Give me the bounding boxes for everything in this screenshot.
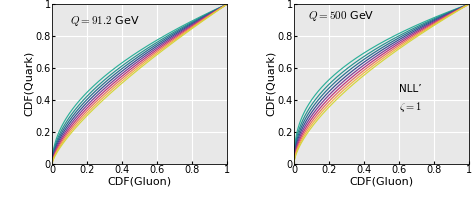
Y-axis label: CDF(Quark): CDF(Quark) — [266, 51, 276, 116]
Text: $Q = 500$ GeV: $Q = 500$ GeV — [308, 9, 374, 23]
Text: $\zeta = 1$: $\zeta = 1$ — [399, 100, 422, 114]
Y-axis label: CDF(Quark): CDF(Quark) — [24, 51, 34, 116]
X-axis label: CDF(Gluon): CDF(Gluon) — [349, 176, 414, 186]
Text: $Q = 91.2$ GeV: $Q = 91.2$ GeV — [70, 14, 139, 28]
X-axis label: CDF(Gluon): CDF(Gluon) — [108, 176, 172, 186]
Text: NLL’: NLL’ — [399, 84, 422, 94]
